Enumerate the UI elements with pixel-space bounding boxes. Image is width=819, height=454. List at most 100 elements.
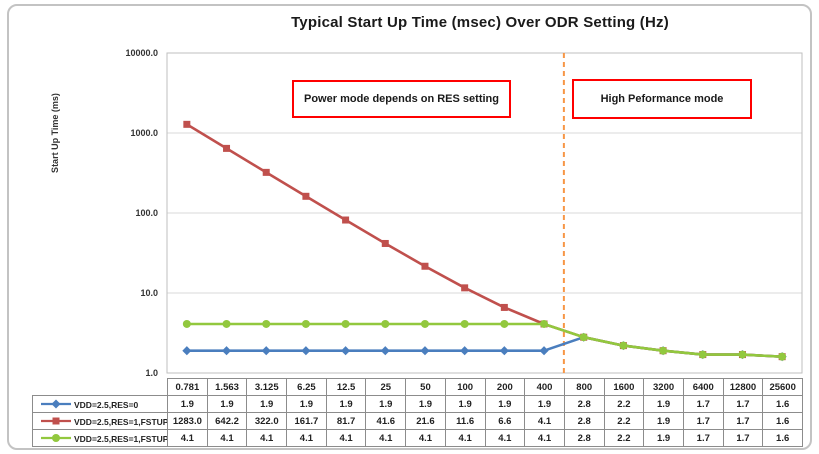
- data-point-marker: [182, 319, 191, 328]
- data-point-marker: [579, 333, 588, 342]
- data-point-marker: [420, 319, 429, 328]
- value-cell: 1.9: [643, 412, 684, 430]
- data-point-marker: [52, 417, 60, 425]
- data-point-marker: [341, 346, 351, 356]
- data-point-marker: [222, 346, 232, 356]
- data-point-marker: [421, 262, 429, 270]
- annotation-high-performance: High Peformance mode: [572, 79, 752, 119]
- data-point-marker: [381, 239, 389, 247]
- data-point-marker: [262, 319, 271, 328]
- data-point-marker: [500, 319, 509, 328]
- value-cell: 1.9: [206, 395, 248, 413]
- x-category-header: 800: [563, 378, 605, 396]
- legend-cell: VDD=2.5,RES=1,FSTUP=1: [32, 429, 168, 447]
- value-cell: 161.7: [286, 412, 327, 430]
- value-cell: 1.6: [762, 412, 803, 430]
- value-cell: 4.1: [286, 429, 327, 447]
- value-cell: 1.6: [762, 395, 803, 413]
- value-cell: 1.9: [246, 395, 288, 413]
- y-tick-label: 1.0: [145, 368, 158, 378]
- x-category-header: 25: [365, 378, 407, 396]
- value-cell: 81.7: [325, 412, 367, 430]
- value-cell: 1.9: [524, 395, 565, 413]
- value-cell: 41.6: [365, 412, 407, 430]
- value-cell: 2.2: [603, 429, 645, 447]
- plot-border: [166, 52, 803, 374]
- value-cell: 642.2: [206, 412, 248, 430]
- value-cell: 1.7: [722, 395, 764, 413]
- value-cell: 1.9: [365, 395, 407, 413]
- data-point-marker: [380, 346, 390, 356]
- y-tick-label: 10.0: [140, 288, 158, 298]
- data-point-marker: [420, 346, 430, 356]
- data-point-marker: [52, 434, 60, 443]
- value-cell: 6.6: [484, 412, 526, 430]
- data-point-marker: [51, 399, 61, 409]
- data-point-marker: [261, 346, 271, 356]
- x-category-header: 1600: [603, 378, 645, 396]
- value-cell: 1.7: [682, 429, 724, 447]
- legend-cell: VDD=2.5,RES=1,FSTUP=0: [32, 412, 168, 430]
- x-category-header: 6.25: [286, 378, 327, 396]
- data-point-marker: [659, 346, 668, 355]
- table-row: VDD=2.5,RES=0 1.9 1.9 1.9 1.9 1.9 1.9 1.9 1.9 1.9…: [32, 395, 803, 413]
- x-category-header: 12800: [722, 378, 764, 396]
- outer-frame: [7, 4, 812, 450]
- data-point-marker: [698, 350, 707, 359]
- y-tick-label: 10000.0: [125, 48, 158, 58]
- value-cell: 1.7: [722, 412, 764, 430]
- data-point-marker: [540, 319, 549, 328]
- x-category-header: 3.125: [246, 378, 288, 396]
- data-point-marker: [499, 346, 509, 356]
- value-cell: 2.8: [563, 412, 605, 430]
- value-cell: 4.1: [365, 429, 407, 447]
- value-cell: 1.9: [405, 395, 446, 413]
- value-cell: 4.1: [524, 429, 565, 447]
- data-point-marker: [341, 319, 350, 328]
- value-cell: 2.2: [603, 412, 645, 430]
- chart-title: Typical Start Up Time (msec) Over ODR Se…: [291, 14, 669, 31]
- series-line: [186, 123, 783, 358]
- value-cell: 4.1: [206, 429, 248, 447]
- value-cell: 2.8: [563, 429, 605, 447]
- value-cell: 4.1: [444, 429, 486, 447]
- legend-label: VDD=2.5,RES=1,FSTUP=1: [74, 433, 167, 444]
- data-point-marker: [301, 319, 310, 328]
- data-point-marker: [301, 346, 311, 356]
- diamond-marker-swatch-icon: [41, 399, 71, 409]
- data-point-marker: [619, 341, 628, 350]
- value-cell: 1.9: [167, 395, 208, 413]
- value-cell: 4.1: [524, 412, 565, 430]
- legend-label: VDD=2.5,RES=1,FSTUP=0: [74, 416, 167, 427]
- data-point-marker: [222, 319, 231, 328]
- data-point-marker: [500, 303, 508, 311]
- data-point-marker: [183, 120, 191, 128]
- data-point-marker: [460, 319, 469, 328]
- data-point-marker: [302, 192, 310, 200]
- data-point-marker: [738, 350, 747, 359]
- value-cell: 1.9: [325, 395, 367, 413]
- y-tick-label: 1000.0: [130, 128, 158, 138]
- data-point-marker: [182, 346, 192, 356]
- value-cell: 4.1: [167, 429, 208, 447]
- value-cell: 11.6: [444, 412, 486, 430]
- data-point-marker: [461, 284, 469, 292]
- value-cell: 1.7: [722, 429, 764, 447]
- value-cell: 1.9: [484, 395, 526, 413]
- data-point-marker: [381, 319, 390, 328]
- data-point-marker: [262, 168, 270, 176]
- value-cell: 1283.0: [167, 412, 208, 430]
- data-point-marker: [778, 352, 787, 361]
- x-category-header: 50: [405, 378, 446, 396]
- x-category-header: 12.5: [325, 378, 367, 396]
- value-cell: 4.1: [246, 429, 288, 447]
- value-cell: 4.1: [405, 429, 446, 447]
- legend-cell: VDD=2.5,RES=0: [32, 395, 168, 413]
- x-category-header: 25600: [762, 378, 803, 396]
- x-category-header: 1.563: [206, 378, 248, 396]
- data-point-marker: [223, 144, 231, 152]
- data-point-marker: [342, 216, 350, 224]
- value-cell: 1.9: [286, 395, 327, 413]
